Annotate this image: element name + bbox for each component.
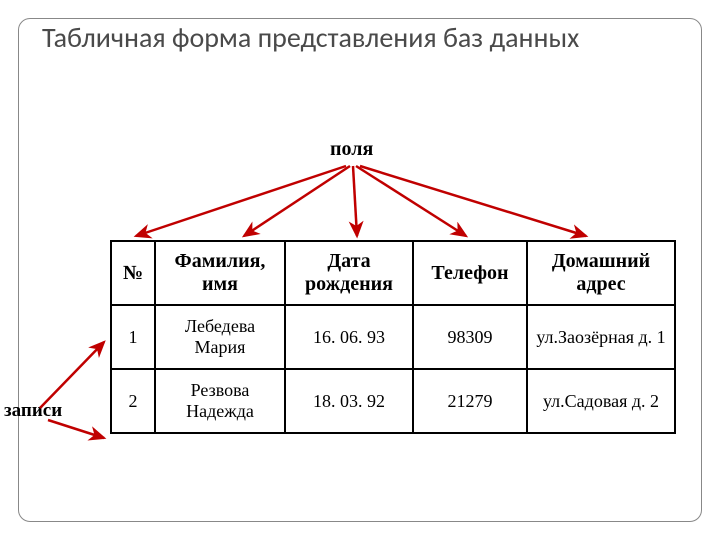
cell-number: 2 — [111, 369, 155, 433]
col-header-phone: Телефон — [413, 241, 527, 305]
table-header-row: № Фамилия, имя Дата рождения Телефон Дом… — [111, 241, 675, 305]
fields-label: поля — [330, 138, 373, 161]
col-header-dob: Дата рождения — [285, 241, 413, 305]
col-header-number: № — [111, 241, 155, 305]
cell-dob: 18. 03. 92 — [285, 369, 413, 433]
cell-number: 1 — [111, 305, 155, 369]
table-row: 1 Лебедева Мария 16. 06. 93 98309 ул.Зао… — [111, 305, 675, 369]
cell-phone: 98309 — [413, 305, 527, 369]
cell-name: Лебедева Мария — [155, 305, 285, 369]
data-table: № Фамилия, имя Дата рождения Телефон Дом… — [110, 240, 676, 434]
cell-phone: 21279 — [413, 369, 527, 433]
cell-name: Резвова Надежда — [155, 369, 285, 433]
col-header-name: Фамилия, имя — [155, 241, 285, 305]
cell-address: ул.Заозёрная д. 1 — [527, 305, 675, 369]
records-label: записи — [4, 400, 62, 422]
col-header-address: Домашний адрес — [527, 241, 675, 305]
table-row: 2 Резвова Надежда 18. 03. 92 21279 ул.Са… — [111, 369, 675, 433]
cell-dob: 16. 06. 93 — [285, 305, 413, 369]
cell-address: ул.Садовая д. 2 — [527, 369, 675, 433]
page-title: Табличная форма представления баз данных — [42, 22, 678, 54]
